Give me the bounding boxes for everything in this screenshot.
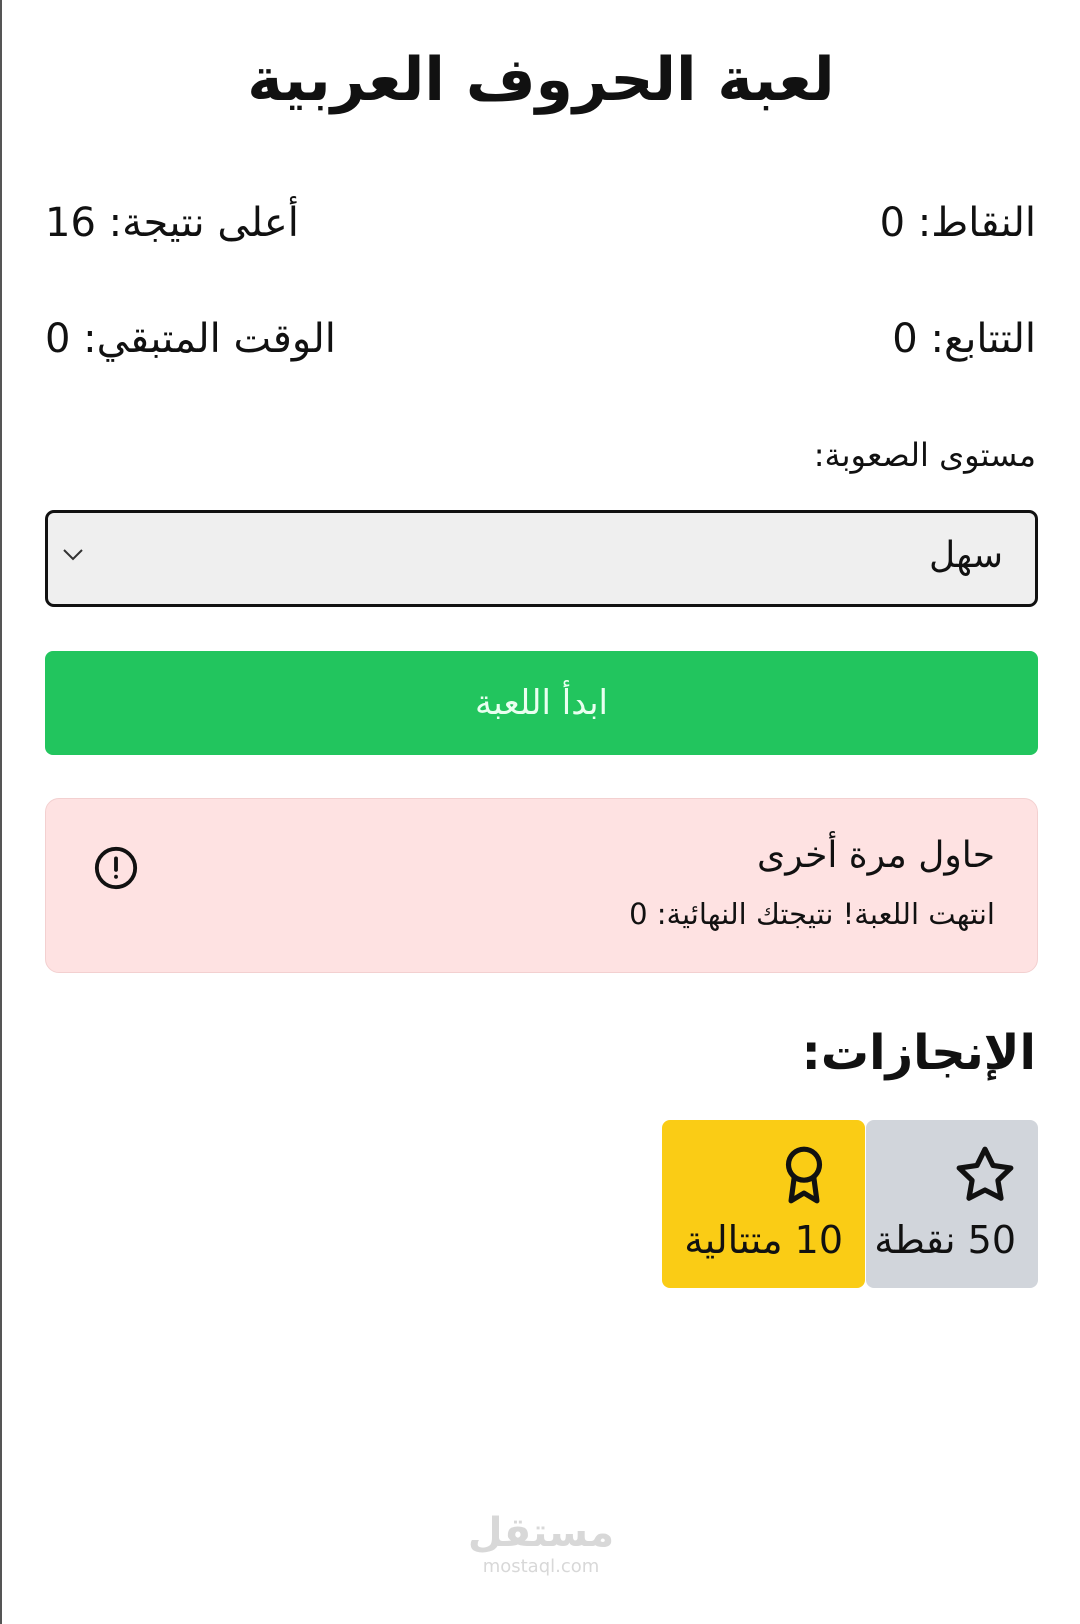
- difficulty-label: مستوى الصعوبة:: [813, 436, 1036, 474]
- time-left-display: الوقت المتبقي: 0: [45, 316, 336, 362]
- chevron-down-icon: [62, 543, 84, 568]
- award-icon: [773, 1144, 835, 1206]
- achievement-label: 50 نقطة: [874, 1218, 1016, 1262]
- watermark-logo: مستقل mostaql.com: [2, 1510, 1080, 1577]
- achievement-badge-points: 50 نقطة: [866, 1120, 1038, 1288]
- watermark-arabic: مستقل: [467, 1510, 615, 1556]
- score-display: النقاط: 0: [879, 200, 1036, 246]
- achievements-heading: الإنجازات:: [801, 1025, 1036, 1081]
- difficulty-select[interactable]: سهل: [45, 510, 1038, 607]
- achievement-label: 10 متتالية: [684, 1218, 843, 1262]
- star-icon: [954, 1144, 1016, 1206]
- alert-title: حاول مرة أخرى: [757, 835, 995, 876]
- streak-display: التتابع: 0: [892, 316, 1036, 362]
- alert-description: انتهت اللعبة! نتيجتك النهائية: 0: [629, 897, 995, 931]
- alert-circle-icon: [93, 845, 139, 891]
- achievement-badge-streak: 10 متتالية: [662, 1120, 865, 1288]
- game-over-alert: حاول مرة أخرى انتهت اللعبة! نتيجتك النها…: [45, 798, 1038, 973]
- watermark-latin: mostaql.com: [482, 1556, 600, 1577]
- start-game-button[interactable]: ابدأ اللعبة: [45, 651, 1038, 755]
- page-title: لعبة الحروف العربية: [247, 45, 835, 115]
- difficulty-selected-value: سهل: [928, 535, 1003, 576]
- high-score-display: أعلى نتيجة: 16: [45, 200, 299, 246]
